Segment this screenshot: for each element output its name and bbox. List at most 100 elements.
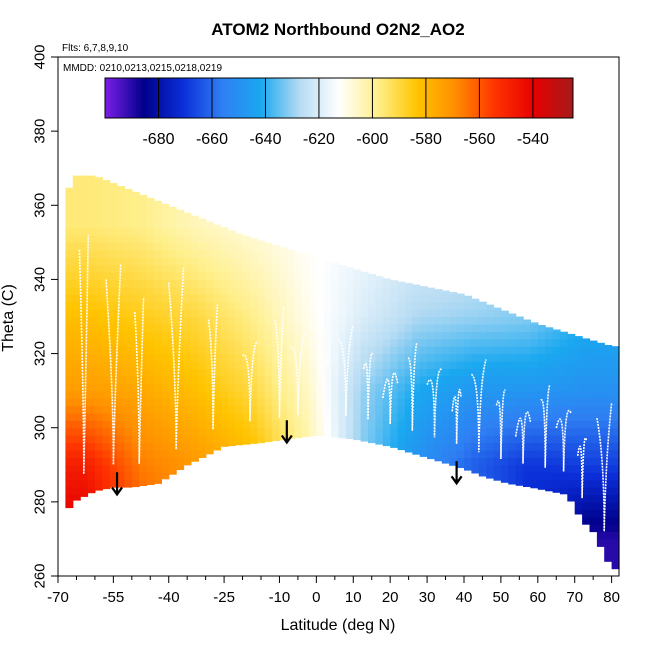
heatmap-cell <box>161 427 170 436</box>
heatmap-cell <box>183 420 192 429</box>
heatmap-cell <box>582 442 591 451</box>
heatmap-cell <box>198 242 207 251</box>
heatmap-cell <box>205 353 214 362</box>
heatmap-cell <box>493 457 502 466</box>
heatmap-cell <box>353 323 362 332</box>
heatmap-cell <box>464 309 472 318</box>
heatmap-cell <box>205 368 214 377</box>
heatmap-cell <box>515 383 524 392</box>
heatmap-cell <box>131 212 140 221</box>
heatmap-cell <box>397 412 406 421</box>
heatmap-cell <box>242 301 251 310</box>
heatmap-cell <box>161 331 170 340</box>
heatmap-cell <box>72 390 81 399</box>
heatmap-cell <box>168 361 177 369</box>
heatmap-cell <box>530 427 539 436</box>
heatmap-cell <box>567 333 576 340</box>
heatmap-cell <box>257 375 266 384</box>
heatmap-cell <box>611 501 620 510</box>
heatmap-cell <box>272 245 281 251</box>
heatmap-cell <box>449 427 458 436</box>
heatmap-cell <box>94 331 103 340</box>
heatmap-cell <box>309 398 317 407</box>
heatmap-cell <box>545 353 554 362</box>
heatmap-cell <box>176 212 185 221</box>
heatmap-cell <box>582 464 591 473</box>
heatmap-cell <box>404 427 413 436</box>
heatmap-cell <box>360 383 369 392</box>
heatmap-cell <box>109 294 118 303</box>
heatmap-cell <box>360 398 369 407</box>
heatmap-cell <box>360 368 369 377</box>
heatmap-cell <box>117 186 126 191</box>
heatmap-cell <box>279 375 288 384</box>
heatmap-cell <box>213 227 221 236</box>
heatmap-cell <box>227 353 236 362</box>
heatmap-cell <box>154 227 162 236</box>
heatmap-cell <box>94 279 103 288</box>
heatmap-cell <box>249 323 258 332</box>
heatmap-cell <box>589 501 598 510</box>
heatmap-cell <box>94 368 103 377</box>
heatmap-cell <box>331 279 340 288</box>
heatmap-cell <box>124 457 133 466</box>
heatmap-cell <box>478 338 487 347</box>
heatmap-cell <box>124 479 133 488</box>
heatmap-cell <box>146 398 155 407</box>
heatmap-cell <box>500 390 509 399</box>
heatmap-cell <box>574 375 583 384</box>
heatmap-cell <box>65 257 74 266</box>
heatmap-cell <box>109 331 118 340</box>
heatmap-cell <box>272 301 281 310</box>
heatmap-cell <box>198 427 207 436</box>
heatmap-cell <box>353 390 362 399</box>
heatmap-cell <box>552 450 561 458</box>
heatmap-cell <box>611 405 620 414</box>
heatmap-cell <box>323 346 332 355</box>
heatmap-cell <box>65 390 74 399</box>
heatmap-cell <box>102 479 111 488</box>
heatmap-cell <box>213 383 221 392</box>
heatmap-cell <box>72 197 81 206</box>
heatmap-cell <box>434 346 443 355</box>
heatmap-cell <box>183 457 192 466</box>
heatmap-cell <box>279 301 288 310</box>
heatmap-cell <box>190 383 199 392</box>
heatmap-cell <box>345 368 354 377</box>
heatmap-cell <box>146 457 155 466</box>
heatmap-cell <box>611 561 620 570</box>
heatmap-cell <box>456 294 465 303</box>
heatmap-cell <box>434 289 443 295</box>
heatmap-cell <box>161 405 170 414</box>
heatmap-cell <box>434 427 443 436</box>
heatmap-cell <box>404 450 413 453</box>
heatmap-cell <box>515 427 524 436</box>
heatmap-cell <box>154 346 162 355</box>
heatmap-cell <box>434 398 443 407</box>
heatmap-cell <box>183 450 192 458</box>
heatmap-cell <box>382 383 391 392</box>
heatmap-cell <box>264 301 273 310</box>
heatmap-cell <box>316 264 325 273</box>
heatmap-cell <box>249 375 258 384</box>
heatmap-cell <box>301 368 310 377</box>
colorbar-tick-label: -540 <box>517 131 549 148</box>
heatmap-cell <box>382 412 391 421</box>
heatmap-cell <box>523 405 531 414</box>
heatmap-cell <box>523 368 531 377</box>
heatmap-cell <box>124 264 133 273</box>
heatmap-cell <box>331 323 340 332</box>
heatmap-cell <box>338 390 347 399</box>
heatmap-cell <box>294 412 303 421</box>
heatmap-cell <box>397 375 406 384</box>
heatmap-cell <box>449 292 458 295</box>
heatmap-cell <box>611 509 620 518</box>
heatmap-cell <box>168 412 177 421</box>
heatmap-cell <box>545 361 554 369</box>
heatmap-cell <box>131 309 140 318</box>
heatmap-cell <box>478 390 487 399</box>
heatmap-cell <box>309 390 317 399</box>
heatmap-cell <box>582 398 591 407</box>
heatmap-cell <box>582 479 591 488</box>
heatmap-cell <box>294 346 303 355</box>
